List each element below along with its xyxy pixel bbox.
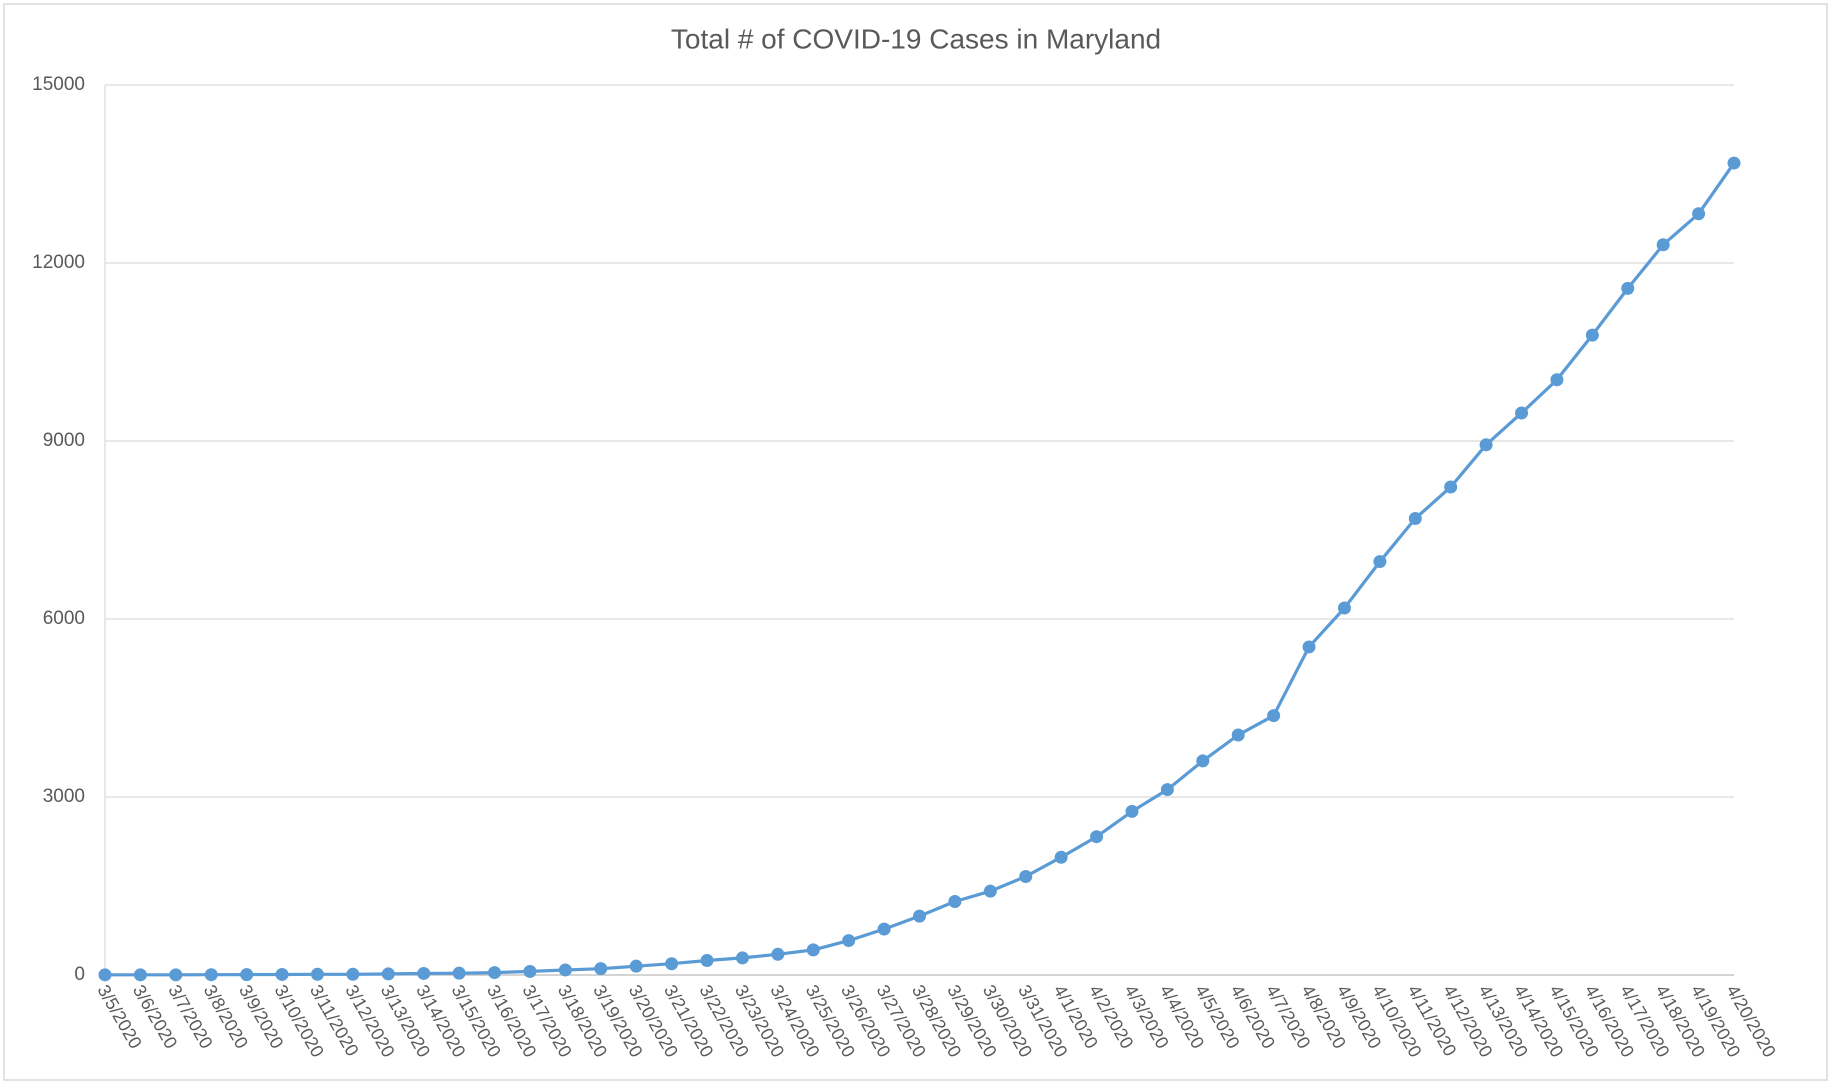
- data-point: [1054, 850, 1068, 864]
- chart-border: [3, 3, 1828, 1081]
- y-tick-label: 0: [74, 964, 85, 985]
- data-point: [346, 967, 360, 981]
- data-point: [665, 957, 679, 971]
- data-point: [240, 968, 254, 982]
- data-point: [913, 909, 926, 923]
- data-point: [700, 954, 714, 968]
- data-point: [771, 947, 785, 961]
- data-point: [842, 934, 856, 948]
- data-point: [1621, 281, 1635, 295]
- data-point: [1656, 238, 1670, 252]
- chart-title: Total # of COVID-19 Cases in Maryland: [671, 23, 1161, 54]
- data-point: [452, 966, 466, 980]
- y-tick-label: 3000: [43, 786, 85, 807]
- data-point: [1515, 406, 1529, 420]
- data-point: [1727, 156, 1741, 170]
- data-point: [1373, 555, 1387, 569]
- y-tick-label: 6000: [43, 608, 85, 629]
- data-point: [1267, 709, 1281, 723]
- data-point: [1692, 207, 1706, 221]
- y-tick-label: 15000: [32, 74, 85, 95]
- data-point: [1196, 754, 1210, 768]
- data-point: [1550, 373, 1564, 387]
- data-point: [488, 966, 502, 980]
- data-point: [1019, 870, 1033, 884]
- data-point: [1090, 830, 1104, 844]
- data-point: [735, 951, 749, 965]
- data-point: [594, 962, 608, 976]
- data-point: [1302, 640, 1316, 654]
- data-point: [1125, 804, 1139, 818]
- data-point: [1408, 511, 1422, 525]
- data-point: [948, 894, 962, 908]
- y-tick-label: 9000: [43, 430, 85, 451]
- data-point: [275, 967, 289, 981]
- data-point: [806, 943, 820, 957]
- data-point: [629, 959, 643, 973]
- data-point: [523, 964, 537, 978]
- data-point: [133, 968, 147, 982]
- data-point: [169, 968, 183, 982]
- data-point: [983, 884, 997, 898]
- data-point: [1585, 328, 1599, 342]
- data-point: [204, 968, 218, 982]
- data-point: [1231, 728, 1245, 742]
- data-point: [381, 967, 395, 981]
- data-point: [1479, 438, 1493, 452]
- data-point: [558, 963, 572, 977]
- data-point: [417, 966, 431, 980]
- data-point: [1444, 480, 1458, 494]
- y-tick-label: 12000: [32, 252, 85, 273]
- data-point: [1160, 783, 1174, 797]
- data-point: [310, 967, 324, 981]
- data-point: [877, 922, 891, 936]
- data-point: [98, 968, 112, 982]
- data-point: [1337, 601, 1351, 615]
